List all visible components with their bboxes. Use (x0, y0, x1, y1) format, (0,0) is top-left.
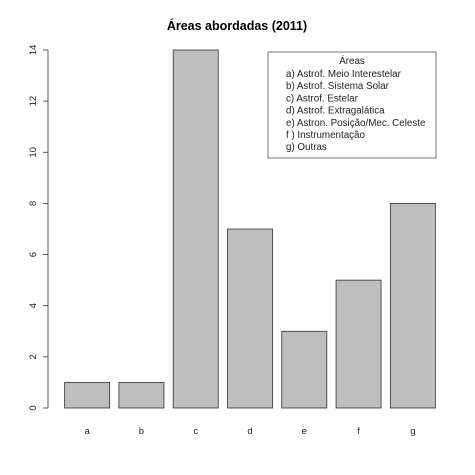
legend-entry: b) Astrof. Sistema Solar (286, 81, 390, 92)
legend-entry: c) Astrof. Estelar (286, 93, 359, 104)
x-tick-label: e (302, 426, 307, 437)
y-tick-label: 2 (28, 354, 39, 359)
bars-group (64, 49, 436, 409)
bar-f (335, 279, 382, 409)
x-tick-label: c (193, 426, 198, 437)
legend-entry: f ) Instrumentação (286, 130, 366, 141)
x-tick-label: d (247, 426, 252, 437)
y-tick-label: 12 (28, 96, 39, 107)
legend-box (267, 51, 437, 159)
y-tick-label: 4 (28, 303, 39, 308)
chart-title: Áreas abordadas (2011) (167, 18, 307, 33)
y-tick-label: 8 (28, 201, 39, 206)
y-tick-label: 0 (28, 405, 39, 410)
x-tick-label: a (84, 426, 90, 437)
bar-g (389, 203, 436, 409)
y-axis: 0 2 4 6 8 10 12 14 (28, 45, 49, 411)
bar-b (118, 382, 165, 409)
x-tick-labels: a b c d e f g (84, 426, 415, 437)
bar-e (281, 330, 328, 409)
legend-title: Áreas (339, 56, 365, 67)
y-tick-label: 6 (28, 252, 39, 257)
legend-entry: a) Astrof. Meio Interestelar (286, 69, 402, 80)
bar-d (227, 228, 273, 409)
x-tick-label: f (357, 426, 360, 437)
y-tick-label: 14 (28, 45, 39, 56)
legend-entry: g) Outras (286, 142, 327, 153)
legend-entry: e) Astron. Posição/Mec. Celeste (286, 118, 426, 129)
x-tick-label: g (410, 426, 415, 437)
y-tick-label: 10 (28, 147, 39, 158)
x-tick-label: b (139, 426, 144, 437)
bar-a (64, 382, 111, 409)
legend-entry: d) Astrof. Extragalática (286, 106, 385, 117)
bar-c (172, 49, 219, 409)
